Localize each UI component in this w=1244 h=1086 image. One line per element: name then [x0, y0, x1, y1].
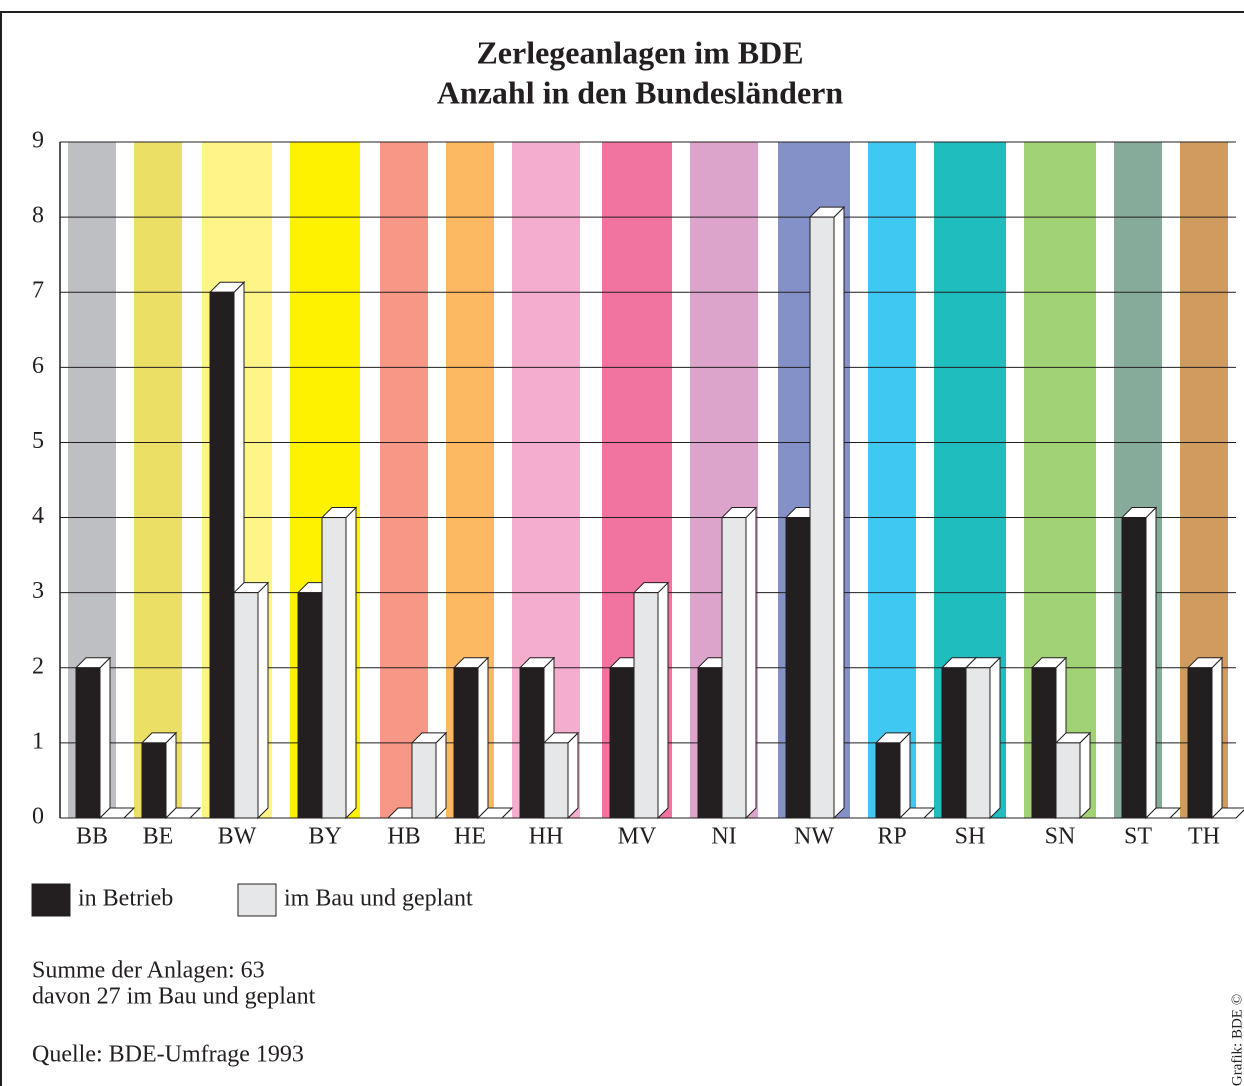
bar [633, 592, 659, 819]
bar [453, 667, 479, 819]
bar-top [1144, 807, 1182, 819]
x-tick-label: HH [529, 824, 564, 850]
frame [0, 11, 1244, 1086]
bar [233, 592, 259, 819]
band [380, 142, 428, 818]
bar-side [435, 731, 447, 820]
x-tick-label: BY [308, 824, 341, 850]
bar-side [989, 656, 1001, 820]
bar [1187, 667, 1213, 819]
y-tick-label: 1 [32, 728, 44, 754]
bar [1121, 517, 1147, 819]
bar [519, 667, 545, 819]
chart-title: Zerlegeanlagen im BDE [476, 34, 803, 70]
note: davon 27 im Bau und geplant [32, 984, 316, 1010]
bar-side [99, 656, 111, 820]
y-tick-label: 8 [32, 203, 44, 229]
bar-top [1210, 807, 1244, 819]
x-tick-label: MV [618, 824, 657, 850]
legend-swatch [237, 883, 277, 917]
x-tick-label: HB [387, 824, 420, 850]
bar-side [899, 731, 911, 820]
x-tick-label: NI [711, 824, 736, 850]
y-tick-label: 2 [32, 653, 44, 679]
x-tick-label: SN [1045, 824, 1076, 850]
bar-side [657, 581, 669, 820]
bar-side [1079, 731, 1091, 820]
bar-top [898, 807, 936, 819]
bar [785, 517, 811, 819]
bar [209, 291, 235, 819]
bar-top [98, 807, 136, 819]
y-tick-label: 5 [32, 428, 44, 454]
note: Summe der Anlagen: 63 [32, 958, 265, 984]
x-tick-label: BB [76, 824, 108, 850]
bar-top [164, 807, 202, 819]
bar [141, 742, 167, 819]
bar [411, 742, 437, 819]
x-tick-label: BE [143, 824, 174, 850]
x-tick-label: HE [454, 824, 486, 850]
bar [75, 667, 101, 819]
band [868, 142, 916, 818]
bar-top [476, 807, 514, 819]
bar [1031, 667, 1057, 819]
y-tick-label: 9 [32, 128, 44, 154]
credit: Grafik: BDE © [1229, 994, 1244, 1086]
bar [609, 667, 635, 819]
x-tick-label: SH [955, 824, 986, 850]
bar [297, 592, 323, 819]
bar [721, 517, 747, 819]
source: Quelle: BDE-Umfrage 1993 [32, 1042, 304, 1068]
bar-side [745, 506, 757, 820]
bar [1055, 742, 1081, 819]
bar [875, 742, 901, 819]
bar-side [1145, 506, 1157, 820]
legend-label: im Bau und geplant [284, 886, 473, 912]
bar-side [477, 656, 489, 820]
chart-subtitle: Anzahl in den Bundesländern [437, 74, 844, 110]
bar-side [257, 581, 269, 820]
y-tick-label: 4 [32, 503, 44, 529]
x-tick-label: RP [877, 824, 906, 850]
x-tick-label: BW [218, 824, 257, 850]
y-tick-label: 3 [32, 578, 44, 604]
bar-side [567, 731, 579, 820]
x-tick-label: NW [794, 824, 834, 850]
bar [809, 216, 835, 819]
bar [965, 667, 991, 819]
bar [941, 667, 967, 819]
y-tick-label: 6 [32, 353, 44, 379]
bars [74, 205, 1244, 820]
bar-side [165, 731, 177, 820]
bar-side [1211, 656, 1223, 820]
legend-swatch [31, 883, 71, 917]
bar-side [833, 205, 845, 820]
y-tick-label: 7 [32, 278, 44, 304]
bar [543, 742, 569, 819]
band [134, 142, 182, 818]
y-tick-label: 0 [32, 804, 44, 830]
x-tick-label: TH [1188, 824, 1220, 850]
x-tick-label: ST [1124, 824, 1152, 850]
legend-label: in Betrieb [78, 886, 173, 912]
bar [321, 517, 347, 819]
bar-side [345, 506, 357, 820]
bar [697, 667, 723, 819]
